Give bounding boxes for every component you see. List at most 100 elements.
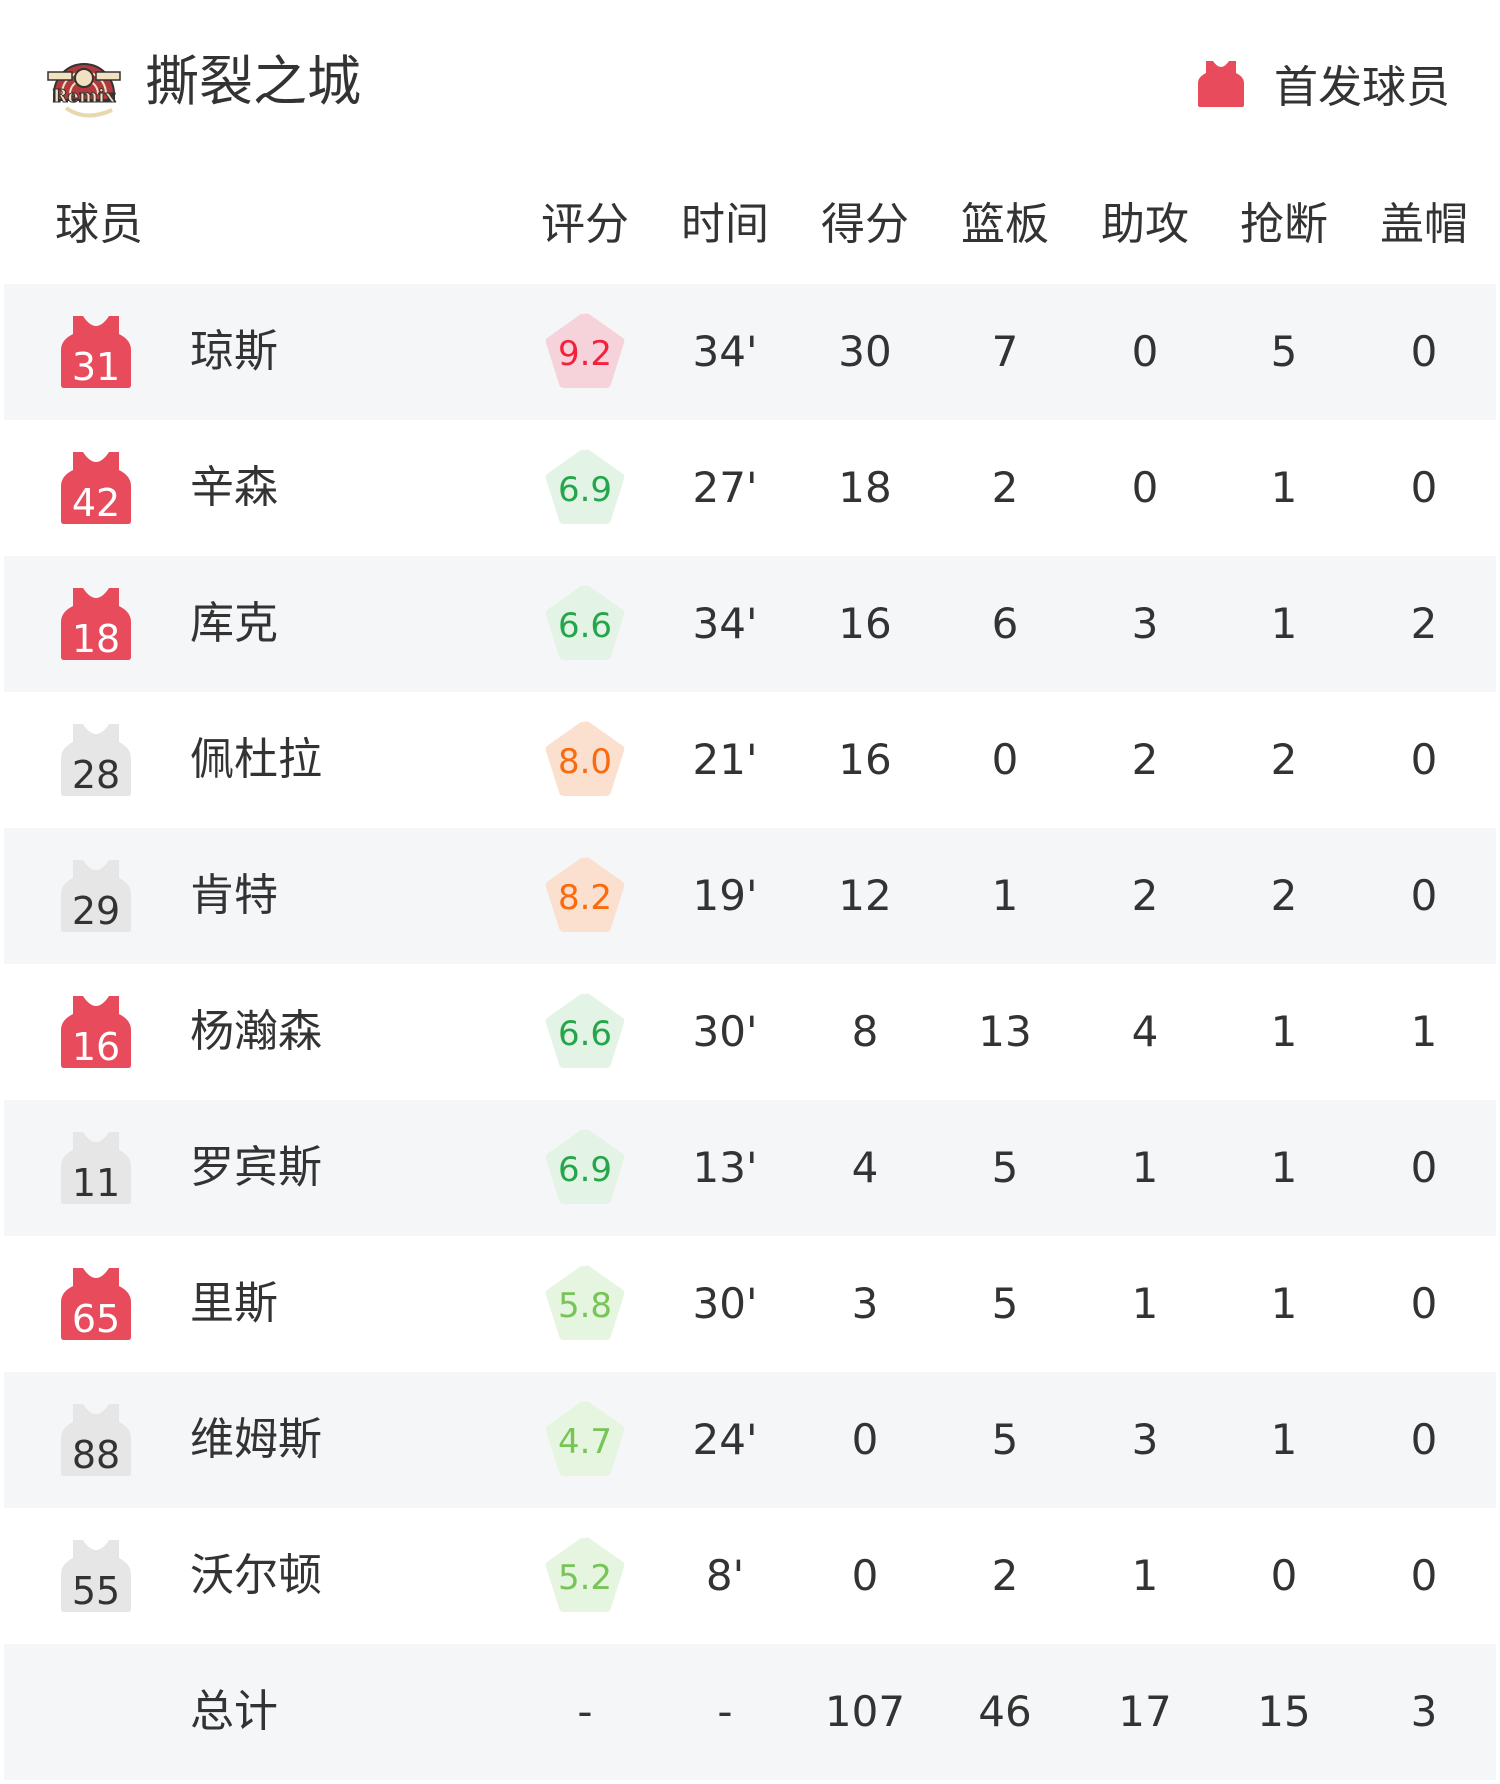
stat-pts: 16 [838,599,892,648]
total-min: - [717,1687,733,1736]
rating-badge: 8.2 [543,854,627,936]
rating-value: 4.7 [557,1422,613,1462]
rating-badge: 6.6 [543,990,627,1072]
rating-value: 5.2 [557,1558,613,1598]
player-row[interactable]: 28 佩杜拉 8.0 21' 16 0 2 2 0 [4,692,1496,828]
player-row[interactable]: 55 沃尔顿 5.2 8' 0 2 1 0 0 [4,1508,1496,1644]
stat-reb: 0 [991,735,1019,784]
player-row[interactable]: 29 肯特 8.2 19' 12 1 2 2 0 [4,828,1496,964]
player-name[interactable]: 杨瀚森 [190,1006,322,1057]
rating-value: 6.9 [557,1150,613,1190]
stat-blk: 0 [1410,735,1438,784]
player-row[interactable]: 88 维姆斯 4.7 24' 0 5 3 1 0 [4,1372,1496,1508]
stat-blk: 0 [1410,1279,1438,1328]
jersey-number: 18 [72,617,120,660]
player-name[interactable]: 里斯 [190,1278,278,1329]
stat-stl: 1 [1270,1007,1298,1056]
rating-badge: 6.6 [543,582,627,664]
stat-min: 21' [692,735,758,784]
jersey-icon: 65 [61,1268,131,1340]
jersey-number: 11 [72,1161,120,1204]
team-name: 撕裂之城 [145,50,361,113]
column-header-blocks: 盖帽 [1380,199,1468,250]
totals-label: 总计 [190,1686,278,1737]
rating-value: 5.8 [557,1286,613,1326]
stat-ast: 3 [1131,599,1159,648]
jersey-icon: 31 [61,316,131,388]
stat-min: 30' [692,1279,758,1328]
player-name[interactable]: 辛森 [190,462,278,513]
player-name[interactable]: 维姆斯 [190,1414,322,1465]
rating-badge: 6.9 [543,1126,627,1208]
stat-blk: 0 [1410,1415,1438,1464]
stat-ast: 1 [1131,1143,1159,1192]
jersey-icon: 11 [61,1132,131,1204]
stat-reb: 1 [991,871,1019,920]
column-header-player: 球员 [55,199,143,250]
stat-blk: 1 [1410,1007,1438,1056]
jersey-number: 65 [72,1297,120,1340]
stat-pts: 18 [838,463,892,512]
rating-badge: 8.0 [543,718,627,800]
stat-pts: 0 [851,1551,879,1600]
stat-stl: 1 [1270,1143,1298,1192]
stat-pts: 0 [851,1415,879,1464]
jersey-number: 88 [72,1433,120,1476]
rating-value: 8.0 [557,742,613,782]
player-row[interactable]: 18 库克 6.6 34' 16 6 3 1 2 [4,556,1496,692]
stat-pts: 12 [838,871,892,920]
legend-label: 首发球员 [1274,62,1450,113]
rating-badge: 4.7 [543,1398,627,1480]
player-name[interactable]: 佩杜拉 [190,734,322,785]
svg-text:Remix: Remix [52,86,115,107]
team-header: Remix 撕裂之城 首发球员 [0,0,1500,170]
stat-ast: 4 [1131,1007,1159,1056]
player-name[interactable]: 沃尔顿 [190,1550,322,1601]
total-pts: 107 [824,1687,906,1736]
player-row[interactable]: 31 琼斯 9.2 34' 30 7 0 5 0 [4,284,1496,420]
player-name[interactable]: 肯特 [190,870,278,921]
stat-ast: 0 [1131,463,1159,512]
starter-legend: 首发球员 [1198,48,1450,118]
rating-value: 9.2 [557,334,613,374]
jersey-icon: 29 [61,860,131,932]
column-header-rebounds: 篮板 [961,199,1049,250]
jersey-icon: 28 [61,724,131,796]
jersey-icon [1198,61,1244,107]
stat-pts: 16 [838,735,892,784]
stat-min: 19' [692,871,758,920]
stat-stl: 2 [1270,871,1298,920]
stat-pts: 4 [851,1143,879,1192]
column-header-minutes: 时间 [681,199,769,250]
column-header-points: 得分 [821,199,909,250]
player-row[interactable]: 42 辛森 6.9 27' 18 2 0 1 0 [4,420,1496,556]
stat-reb: 5 [991,1415,1019,1464]
jersey-icon: 88 [61,1404,131,1476]
player-stats-table: 31 琼斯 9.2 34' 30 7 0 5 0 42 辛森 6.9 27' 18 2 0 1 0 18 库克 6.6 3… [4,284,1496,1780]
total-blk: 3 [1410,1687,1438,1736]
player-row[interactable]: 65 里斯 5.8 30' 3 5 1 1 0 [4,1236,1496,1372]
jersey-number: 16 [72,1025,120,1068]
stat-min: 34' [692,327,758,376]
stat-min: 27' [692,463,758,512]
stat-reb: 2 [991,463,1019,512]
stat-min: 24' [692,1415,758,1464]
stat-pts: 30 [838,327,892,376]
stat-blk: 0 [1410,463,1438,512]
stat-min: 30' [692,1007,758,1056]
stat-blk: 0 [1410,1551,1438,1600]
player-row[interactable]: 11 罗宾斯 6.9 13' 4 5 1 1 0 [4,1100,1496,1236]
player-row[interactable]: 16 杨瀚森 6.6 30' 8 13 4 1 1 [4,964,1496,1100]
stat-stl: 1 [1270,463,1298,512]
column-header-steals: 抢断 [1240,199,1328,250]
total-stl: 15 [1257,1687,1311,1736]
jersey-icon: 55 [61,1540,131,1612]
stat-reb: 5 [991,1279,1019,1328]
player-name[interactable]: 罗宾斯 [190,1142,322,1193]
player-name[interactable]: 琼斯 [190,326,278,377]
stat-reb: 5 [991,1143,1019,1192]
stat-stl: 2 [1270,735,1298,784]
jersey-icon: 42 [61,452,131,524]
player-name[interactable]: 库克 [190,598,278,649]
stat-stl: 0 [1270,1551,1298,1600]
